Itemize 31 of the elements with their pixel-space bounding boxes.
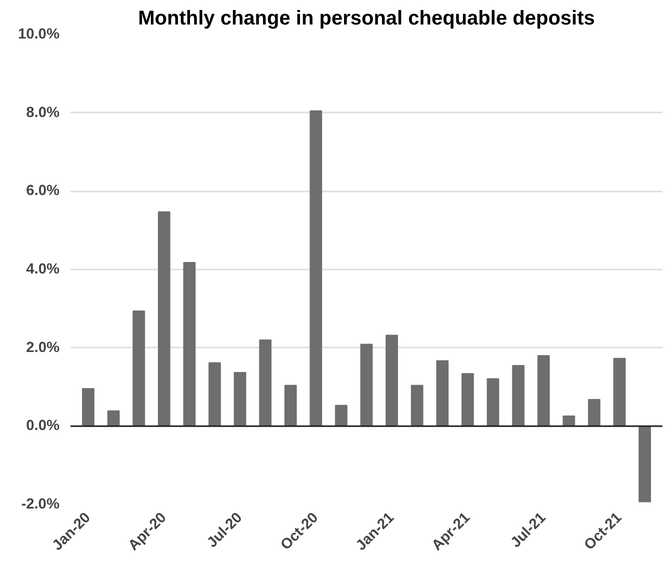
bar	[486, 378, 500, 427]
y-tick-label: 8.0%	[26, 104, 60, 121]
bar	[512, 364, 524, 427]
bar	[562, 415, 576, 427]
y-tick-label: 2.0%	[26, 340, 60, 356]
bar	[613, 358, 626, 427]
bar	[310, 110, 322, 427]
bar	[284, 384, 297, 427]
bar	[410, 384, 424, 427]
bar	[335, 404, 348, 427]
bar	[638, 426, 651, 502]
bar	[259, 340, 272, 427]
bar	[183, 262, 196, 427]
bar	[360, 344, 373, 427]
bar	[436, 360, 449, 427]
chart-title: Monthly change in personal chequable deposits	[138, 8, 595, 30]
bar	[82, 388, 94, 427]
bar	[234, 372, 246, 427]
bar	[132, 310, 145, 427]
bar	[462, 373, 474, 427]
y-tick-label: 6.0%	[26, 183, 60, 200]
y-tick-label: -2.0%	[21, 496, 60, 512]
y-tick-label: 4.0%	[26, 262, 60, 278]
bar	[158, 211, 170, 427]
y-tick-label: 0.0%	[26, 418, 60, 434]
bar	[588, 399, 600, 427]
bar	[208, 362, 221, 427]
bar	[386, 334, 398, 427]
y-tick-label: 10.0%	[18, 26, 60, 42]
bar	[537, 355, 550, 427]
bar	[107, 410, 120, 427]
